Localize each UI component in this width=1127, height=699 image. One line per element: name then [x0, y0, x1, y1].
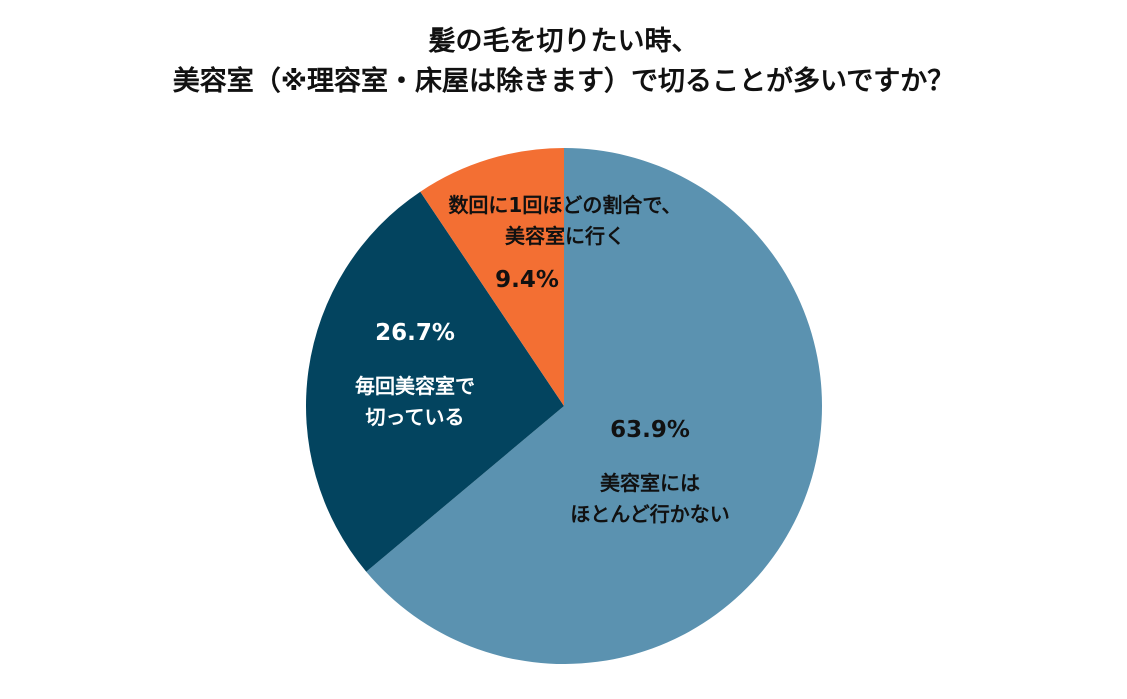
slice-label-0-line-1: 美容室には	[600, 471, 700, 495]
slice-value-label-1: 26.7%	[375, 320, 455, 346]
slice-label-1-line-2: 切っている	[366, 405, 465, 429]
slice-value-label-2: 9.4%	[495, 267, 559, 293]
slice-label-1-line-1: 毎回美容室で	[355, 374, 475, 398]
slice-label-0-line-2: ほとんど行かない	[570, 502, 729, 526]
slice-value-label-0: 63.9%	[610, 417, 690, 443]
chart-title-line-2: 美容室（※理容室・床屋は除きます）で切ることが多いですか？	[172, 66, 955, 97]
chart-title-line-1: 髪の毛を切りたい時、	[428, 26, 699, 57]
pie-slice-2	[420, 148, 564, 406]
pie-slice-1	[306, 191, 564, 572]
slice-label-2-line-2: 美容室に行く	[505, 224, 625, 248]
pie-slice-0	[366, 148, 822, 664]
slice-label-2-line-1: 数回に1回ほどの割合で、	[448, 193, 681, 217]
chart-title: 髪の毛を切りたい時、 美容室（※理容室・床屋は除きます）で切ることが多いですか？	[0, 22, 1127, 102]
